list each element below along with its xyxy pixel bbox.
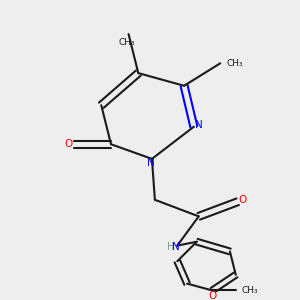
Text: CH₃: CH₃ — [119, 38, 135, 47]
Text: N: N — [147, 158, 154, 168]
Text: O: O — [208, 291, 217, 300]
Text: N: N — [195, 120, 203, 130]
Text: CH₃: CH₃ — [241, 286, 258, 295]
Text: CH₃: CH₃ — [226, 59, 243, 68]
Text: H: H — [167, 242, 175, 252]
Text: N: N — [172, 242, 180, 252]
Text: O: O — [64, 139, 73, 149]
Text: O: O — [239, 195, 247, 205]
